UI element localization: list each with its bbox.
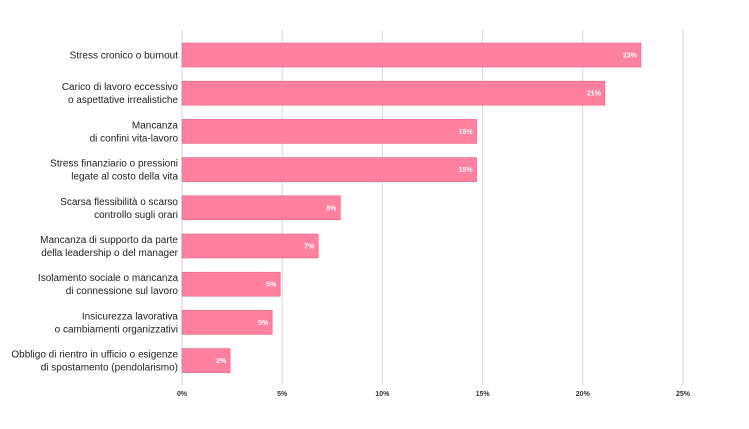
category-label: Isolamento sociale o mancanza di connessi…: [38, 273, 179, 297]
bar-data-label: 5%: [266, 282, 277, 289]
bar-data-label: 15%: [459, 129, 474, 136]
bar: [181, 157, 477, 182]
category-label: Mancanza di confini vita-lavoro: [90, 120, 179, 144]
x-tick-label: 10%: [375, 391, 390, 398]
bar-data-label: 2%: [216, 358, 227, 365]
category-label: Stress cronico o burnout: [70, 51, 179, 62]
category-label: Scarsa flessibilità o scarso controllo su…: [60, 197, 178, 221]
bar: [181, 119, 477, 144]
x-tick-label: 20%: [576, 391, 591, 398]
bar: [181, 348, 231, 373]
category-label: Stress finanziario o pressioni legate al …: [50, 159, 178, 183]
bar: [181, 42, 642, 68]
category-label: Mancanza di supporto da parte della leade…: [40, 235, 179, 259]
category-label: Insicurezza lavorativa o cambiamenti orga…: [55, 311, 179, 335]
x-tick-label: 0%: [177, 391, 188, 398]
category-label: Obbligo di rientro in ufficio o esigenze…: [11, 350, 178, 374]
bar-data-label: 21%: [587, 91, 602, 98]
bar: [181, 195, 341, 221]
x-tick-label: 25%: [676, 391, 691, 398]
bar-data-label: 5%: [258, 320, 269, 327]
x-axis-tick-labels: 0% 5% 10% 15% 20% 25%: [177, 391, 691, 398]
bars: 23% 21% 15% 15% 8% 7% 5% 5% 2%: [181, 42, 642, 373]
category-labels: Stress cronico o burnout Carico di lavoro…: [11, 51, 178, 374]
bar: [181, 271, 281, 297]
x-tick-label: 5%: [277, 391, 288, 398]
bar: [181, 310, 273, 335]
bar-data-label: 15%: [459, 167, 474, 174]
x-tick-label: 15%: [476, 391, 491, 398]
bar-data-label: 8%: [326, 205, 337, 212]
bar: [181, 233, 319, 259]
category-label: Carico di lavoro eccessivo o aspettative …: [62, 82, 179, 106]
bar: [181, 80, 606, 106]
bar-data-label: 23%: [623, 53, 638, 60]
bar-data-label: 7%: [304, 244, 315, 251]
